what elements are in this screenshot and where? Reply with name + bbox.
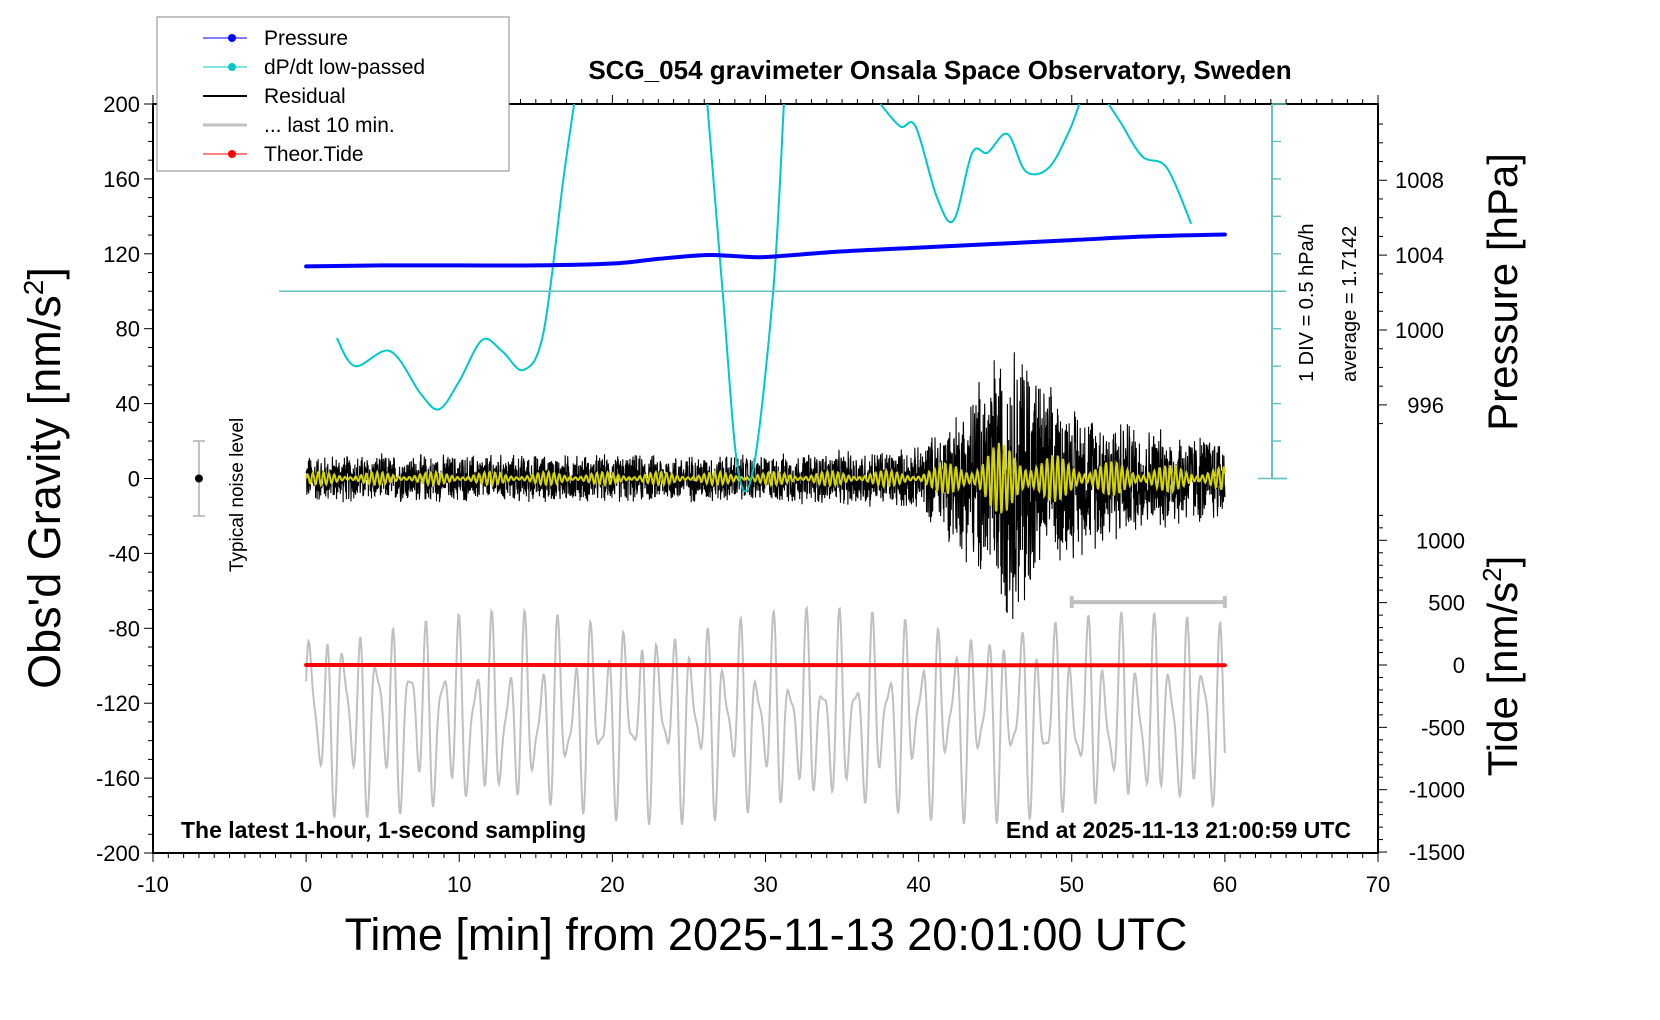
y-left-tick-label: -80	[108, 616, 140, 641]
y-left-tick-label: -200	[96, 841, 140, 866]
y-tide-title-end: ]	[1479, 556, 1526, 568]
x-tick-label: -10	[137, 872, 169, 897]
chart-title: SCG_054 gravimeter Onsala Space Observat…	[588, 55, 1291, 85]
y-left-axis-title: Obs'd Gravity [nm/s2]	[18, 267, 70, 689]
x-tick-label: 0	[300, 872, 312, 897]
residual-line	[305, 352, 1226, 620]
y-tide-title-sup: 2	[1477, 567, 1507, 581]
y-tide-tick-label: -1000	[1409, 778, 1465, 803]
y-tide-tick-label: 0	[1453, 653, 1465, 678]
y-tide-title-main: Tide [nm/s	[1479, 582, 1526, 777]
dpdt-line	[879, 103, 1081, 223]
y-left-tick-label: -160	[96, 766, 140, 791]
legend-marker	[228, 63, 236, 71]
y-left-tick-label: 120	[103, 242, 140, 267]
x-tick-label: 40	[906, 872, 930, 897]
dpdt-line	[335, 103, 576, 411]
y-left-tick-label: 0	[128, 467, 140, 492]
last-10-min-bar	[1069, 596, 1227, 609]
y-pressure-axis-ticks: 1008 1004 1000 996	[1378, 123, 1444, 425]
x-axis-title: Time [min] from 2025-11-13 20:01:00 UTC	[345, 909, 1188, 960]
filtered-residual-series	[305, 442, 1226, 514]
y-pressure-tick-label: 996	[1407, 393, 1444, 418]
x-tick-label: 70	[1366, 872, 1390, 897]
y-left-tick-label: 200	[103, 92, 140, 117]
legend-label: Pressure	[264, 27, 348, 50]
residual-series	[305, 352, 1226, 620]
noise-bar-center	[194, 474, 203, 483]
noise-level-label: Typical noise level	[227, 418, 248, 572]
y-left-tick-label: -120	[96, 691, 140, 716]
y-left-tick-label: -40	[108, 541, 140, 566]
x-axis-ticks: -10 0 10 20 30 40 50 60 70	[137, 95, 1390, 897]
x-tick-label: 60	[1213, 872, 1237, 897]
x-tick-label: 20	[600, 872, 624, 897]
y-tide-tick-label: 1000	[1416, 528, 1465, 553]
y-left-title-main: Obs'd Gravity [nm/s	[19, 295, 70, 689]
pressure-series	[304, 232, 1227, 269]
annotation-bottom-right: End at 2025-11-13 21:00:59 UTC	[1006, 817, 1351, 843]
y-tide-axis-ticks: 1000 500 0 -500 -1000 -1500	[1378, 514, 1465, 865]
filtered-residual-line	[305, 442, 1226, 514]
legend-label: Residual	[264, 85, 346, 108]
dpdt-scale-bar	[1258, 103, 1287, 480]
legend: Pressure dP/dt low-passed Residual ... last…	[156, 16, 510, 172]
y-pressure-axis-title: Pressure [hPa]	[1479, 153, 1526, 431]
y-left-title-sup: 2	[18, 280, 49, 296]
y-tide-tick-label: -500	[1421, 715, 1465, 740]
y-tide-tick-label: 500	[1428, 591, 1465, 616]
y-tide-axis-title: Tide [nm/s2]	[1477, 556, 1526, 777]
x-tick-label: 50	[1060, 872, 1084, 897]
legend-label: dP/dt low-passed	[264, 56, 425, 79]
x-tick-label: 10	[447, 872, 471, 897]
dpdt-line	[706, 103, 785, 493]
last-10-min-line	[305, 605, 1226, 825]
legend-box	[156, 16, 510, 172]
dpdt-line	[1107, 103, 1193, 225]
dpdt-average-label: average = 1.7142	[1339, 226, 1361, 382]
y-left-axis-ticks: 200 160 120 80 40 0 -40 -80 -120 -160 -200	[96, 92, 153, 866]
y-pressure-tick-label: 1000	[1395, 318, 1444, 343]
legend-marker	[228, 34, 236, 42]
x-tick-label: 30	[753, 872, 777, 897]
y-left-tick-label: 40	[116, 392, 140, 417]
pressure-line	[304, 232, 1227, 269]
dpdt-scale-label: 1 DIV = 0.5 hPa/h	[1296, 224, 1318, 382]
y-left-tick-label: 80	[116, 317, 140, 342]
noise-level-bar	[192, 440, 205, 517]
y-pressure-tick-label: 1004	[1395, 243, 1444, 268]
legend-marker	[228, 150, 236, 158]
last-10-min-series	[305, 605, 1226, 825]
y-left-tick-label: 160	[103, 167, 140, 192]
y-pressure-tick-label: 1008	[1395, 168, 1444, 193]
annotation-bottom-left: The latest 1-hour, 1-second sampling	[181, 817, 586, 843]
legend-label: ... last 10 min.	[264, 114, 395, 137]
y-left-title-end: ]	[19, 267, 70, 280]
legend-label: Theor.Tide	[264, 143, 364, 166]
y-tide-tick-label: -1500	[1409, 840, 1465, 865]
